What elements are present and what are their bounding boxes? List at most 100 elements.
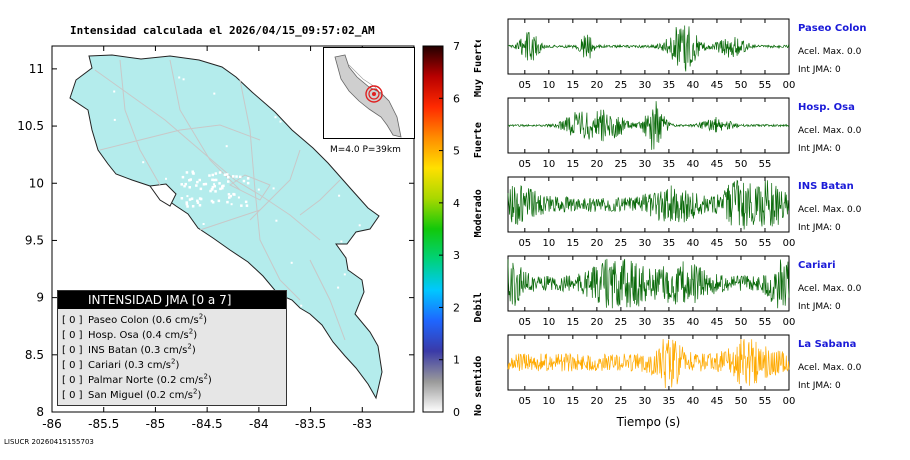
- waveform-tick-label: 35: [663, 159, 676, 170]
- station-jma-intensity: Int JMA: 0: [798, 144, 841, 154]
- station-max-accel: Acel. Max. 0.0: [798, 126, 862, 136]
- station-dot: [196, 199, 199, 203]
- station-name: La Sabana: [798, 339, 857, 350]
- waveform-tick-label: 05: [518, 317, 531, 328]
- waveform-tick-label: 05: [518, 238, 531, 249]
- legend-row: [ 0 ] Palmar Norte (0.2 cm/s2): [58, 373, 286, 388]
- station-dot: [99, 186, 102, 189]
- waveform-tick-label: 55: [759, 238, 772, 249]
- footer-id: LISUCR 20260415155703: [4, 438, 94, 446]
- station-dot: [183, 184, 186, 188]
- colorbar-tick-label: 0: [453, 406, 460, 419]
- station-dot: [104, 180, 107, 183]
- station-dot: [232, 192, 235, 196]
- station-dot: [246, 177, 250, 180]
- waveform-tick-label: 30: [639, 159, 652, 170]
- station-dot: [343, 273, 346, 276]
- legend-unit-exponent: 2: [187, 342, 192, 351]
- station-dot: [213, 92, 216, 95]
- station-dot: [242, 179, 246, 183]
- legend-accel: (0.6 cm/s: [151, 315, 199, 326]
- map-x-tick-label: -85: [146, 417, 166, 431]
- legend-header: INTENSIDAD JMA [0 a 7]: [58, 291, 286, 309]
- station-dot: [221, 186, 224, 190]
- map-x-tick-label: -83: [352, 417, 372, 431]
- station-dot: [141, 267, 144, 270]
- legend-accel-close: ): [191, 345, 196, 356]
- legend-unit-exponent: 2: [193, 387, 198, 396]
- legend-level: [ 0 ]: [62, 390, 83, 401]
- waveform-panel: 05 10 15 20 25 30 35 40 45 50 55 00: [507, 176, 795, 249]
- colorbar-tick-label: 4: [453, 197, 460, 210]
- waveform-trace: [507, 25, 790, 72]
- station-dot: [362, 236, 365, 239]
- station-dot: [98, 250, 101, 253]
- colorbar-tick-label: 1: [453, 354, 460, 367]
- station-dot: [227, 176, 230, 179]
- station-dot: [198, 197, 202, 200]
- station-dot: [186, 205, 189, 208]
- station-dot: [209, 189, 212, 193]
- waveform-tick-label: 40: [687, 80, 700, 91]
- station-max-accel: Acel. Max. 0.0: [798, 284, 862, 294]
- station-dot: [272, 187, 275, 190]
- map-y-tick-label: 8.5: [25, 348, 44, 362]
- legend-unit-exponent: 2: [171, 357, 176, 366]
- colorbar-tick-label: 7: [453, 40, 460, 53]
- waveform-tick-label: 05: [518, 159, 531, 170]
- legend-accel-close: ): [197, 390, 202, 401]
- waveform-tick-label: 50: [735, 159, 748, 170]
- station-name: Hosp. Osa: [798, 102, 855, 113]
- waveform-tick-label: 15: [566, 80, 579, 91]
- station-dot: [245, 204, 249, 207]
- colorbar-category-label: Debil: [472, 292, 484, 322]
- station-dot: [244, 200, 248, 204]
- legend-row: [ 0 ] San Miguel (0.2 cm/s2): [58, 388, 286, 403]
- intensity-legend: INTENSIDAD JMA [0 a 7] [ 0 ] Paseo Colon …: [57, 290, 287, 406]
- station-dot: [214, 172, 218, 175]
- colorbar-tick-label: 2: [453, 301, 460, 314]
- station-name: Cariari: [798, 260, 836, 271]
- station-dot: [196, 180, 199, 184]
- waveform-tick-label: 40: [687, 317, 700, 328]
- station-dot: [188, 179, 191, 182]
- waveform-tick-label: 20: [590, 317, 603, 328]
- station-dot: [204, 182, 208, 186]
- waveform-panel: 05 10 15 20 25 30 35 40 45 50 55 00: [507, 255, 795, 328]
- waveform-tick-label: 40: [687, 396, 700, 407]
- waveform-trace: [507, 101, 790, 150]
- map-y-tick-label: 10: [29, 176, 44, 190]
- legend-station: INS Batan: [88, 345, 138, 356]
- station-dot: [146, 228, 148, 231]
- station-dot: [223, 173, 227, 176]
- legend-station: Hosp. Osa: [88, 330, 139, 341]
- waveform-tick-label: 45: [711, 317, 724, 328]
- waveform-panel: 05 10 15 20 25 30 35 40 45 50 55 00: [507, 18, 795, 91]
- legend-accel: (0.3 cm/s: [140, 345, 188, 356]
- legend-accel: (0.4 cm/s: [141, 330, 189, 341]
- intensity-colorbar: 0 1 2 3 4 5 6 7 No sentido Debil Moderado Fuerte Muy…: [422, 40, 484, 419]
- waveform-tick-label: 35: [663, 238, 676, 249]
- station-dot: [113, 118, 116, 121]
- station-dot: [199, 187, 203, 191]
- waveform-tick-label: 25: [615, 238, 628, 249]
- waveform-tick-label: 30: [639, 80, 652, 91]
- legend-accel-close: ): [207, 375, 212, 386]
- station-dot: [219, 187, 222, 191]
- waveform-tick-label: 15: [566, 238, 579, 249]
- waveform-tick-label: 40: [687, 159, 700, 170]
- station-jma-intensity: Int JMA: 0: [798, 65, 841, 75]
- waveform-tick-label: 35: [663, 317, 676, 328]
- station-dot: [212, 178, 216, 182]
- station-dot: [310, 344, 313, 347]
- waveform-tick-label: 50: [735, 238, 748, 249]
- legend-unit-exponent: 2: [188, 327, 194, 336]
- station-dot: [213, 183, 216, 186]
- station-dot: [222, 184, 225, 188]
- inset-landmass: [334, 54, 402, 138]
- waveform-tick-label: 35: [663, 396, 676, 407]
- legend-row: [ 0 ] Hosp. Osa (0.4 cm/s2): [58, 328, 286, 343]
- waveform-tick-label: 50: [735, 317, 748, 328]
- station-dot: [191, 205, 195, 208]
- colorbar-tick-label: 6: [453, 92, 460, 105]
